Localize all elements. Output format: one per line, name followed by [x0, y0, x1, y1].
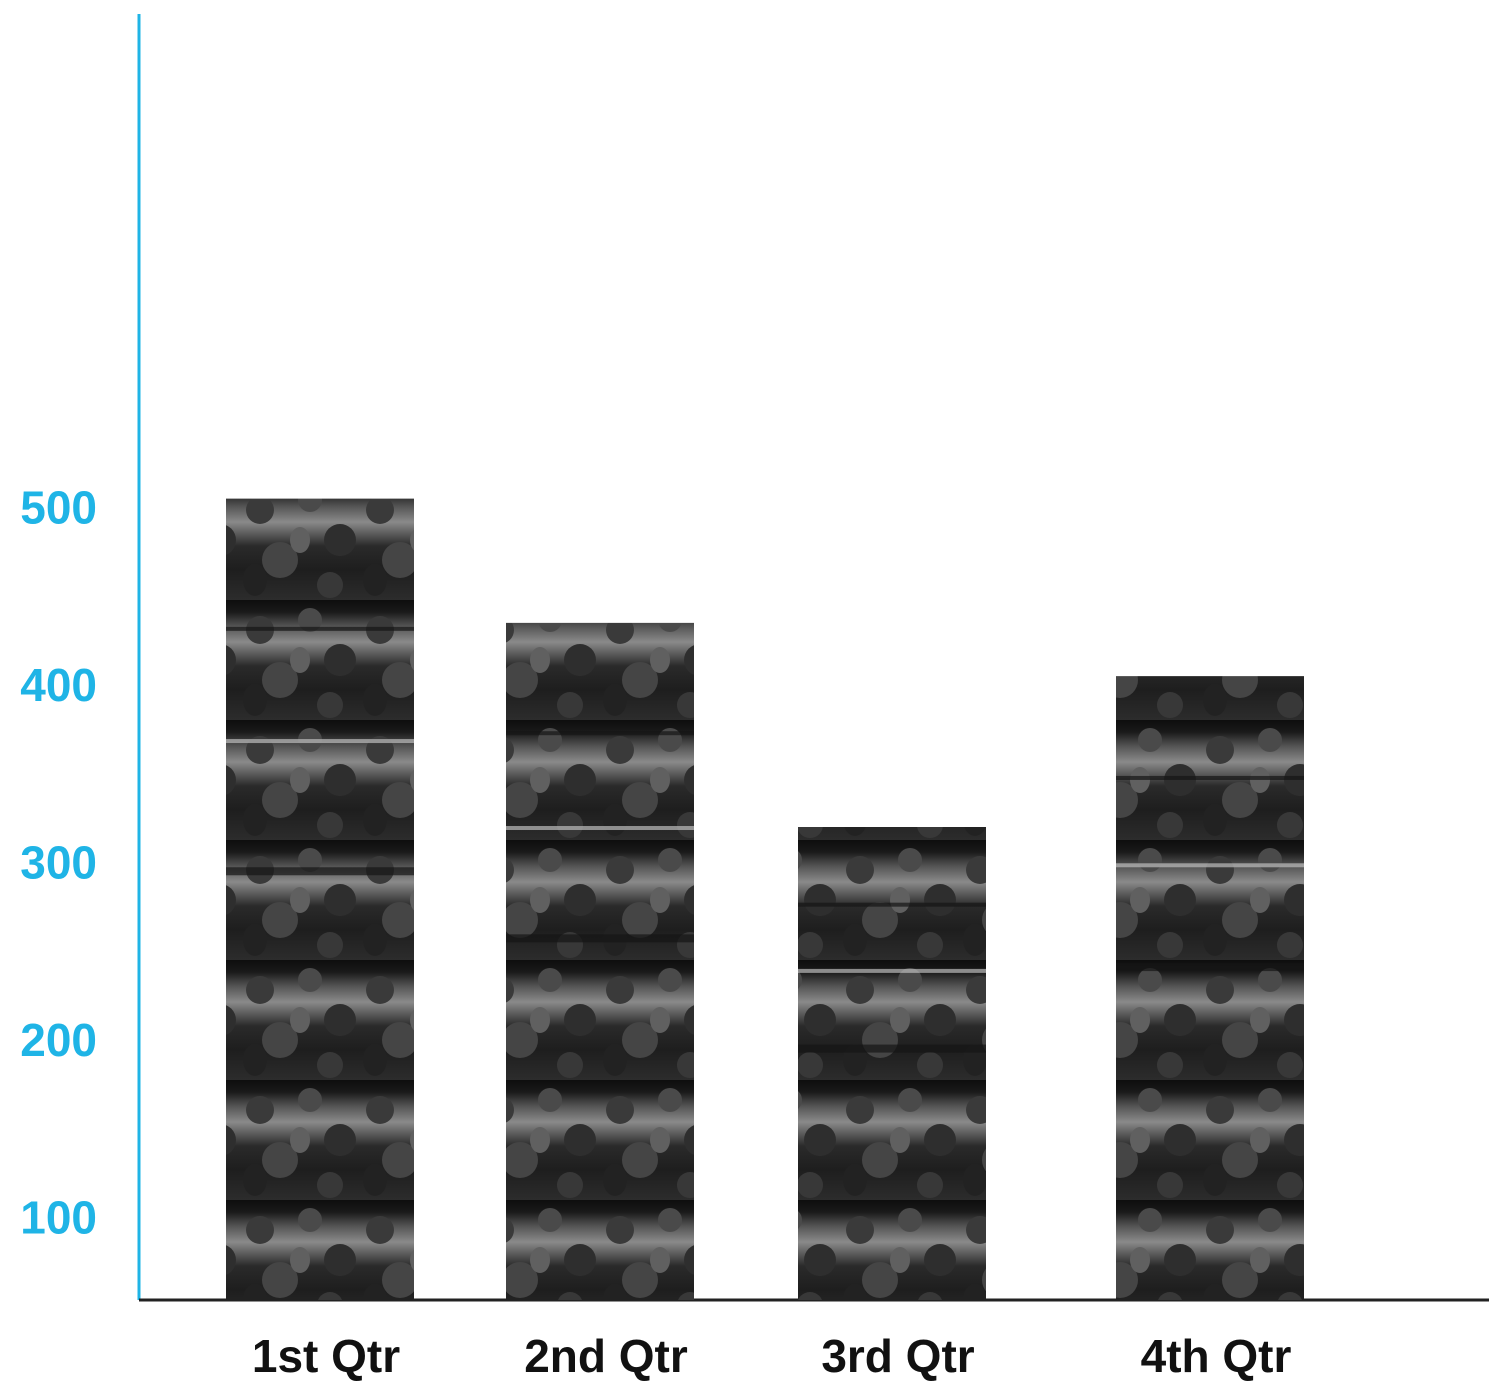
- bar: [226, 498, 414, 1300]
- y-tick-label: 500: [20, 482, 97, 534]
- bar-texture-stripe: [798, 1044, 986, 1053]
- bar-texture-stripe: [226, 626, 414, 631]
- bar-texture-stripe: [226, 867, 414, 876]
- bar-fill: [506, 622, 694, 1300]
- category-labels: 1st Qtr 2nd Qtr 3rd Qtr 4th Qtr: [252, 1330, 1292, 1382]
- y-tick-label: 100: [20, 1192, 97, 1244]
- bar: [1116, 676, 1304, 1300]
- bar-texture-stripe: [1116, 963, 1304, 972]
- bar-texture-stripe: [506, 826, 694, 831]
- bar-texture-stripe: [226, 739, 414, 744]
- bar-texture-stripe: [798, 968, 986, 973]
- y-tick-label: 400: [20, 659, 97, 711]
- y-tick-labels: 100 200 300 400 500: [20, 482, 97, 1244]
- bar-texture-stripe: [1116, 775, 1304, 780]
- y-tick-label: 200: [20, 1014, 97, 1066]
- bar-texture-stripe: [506, 934, 694, 943]
- bar-fill: [1116, 676, 1304, 1300]
- bars-group: [226, 498, 1304, 1300]
- bar-texture-stripe: [506, 731, 694, 736]
- y-tick-label: 300: [20, 837, 97, 889]
- bar: [798, 827, 986, 1300]
- bar-fill: [798, 827, 986, 1300]
- bar-texture-stripe: [798, 902, 986, 907]
- category-label: 2nd Qtr: [524, 1330, 688, 1382]
- category-label: 4th Qtr: [1141, 1330, 1292, 1382]
- category-label: 3rd Qtr: [821, 1330, 974, 1382]
- category-label: 1st Qtr: [252, 1330, 400, 1382]
- bar-texture-stripe: [1116, 863, 1304, 868]
- bar: [506, 622, 694, 1300]
- bar-fill: [226, 498, 414, 1300]
